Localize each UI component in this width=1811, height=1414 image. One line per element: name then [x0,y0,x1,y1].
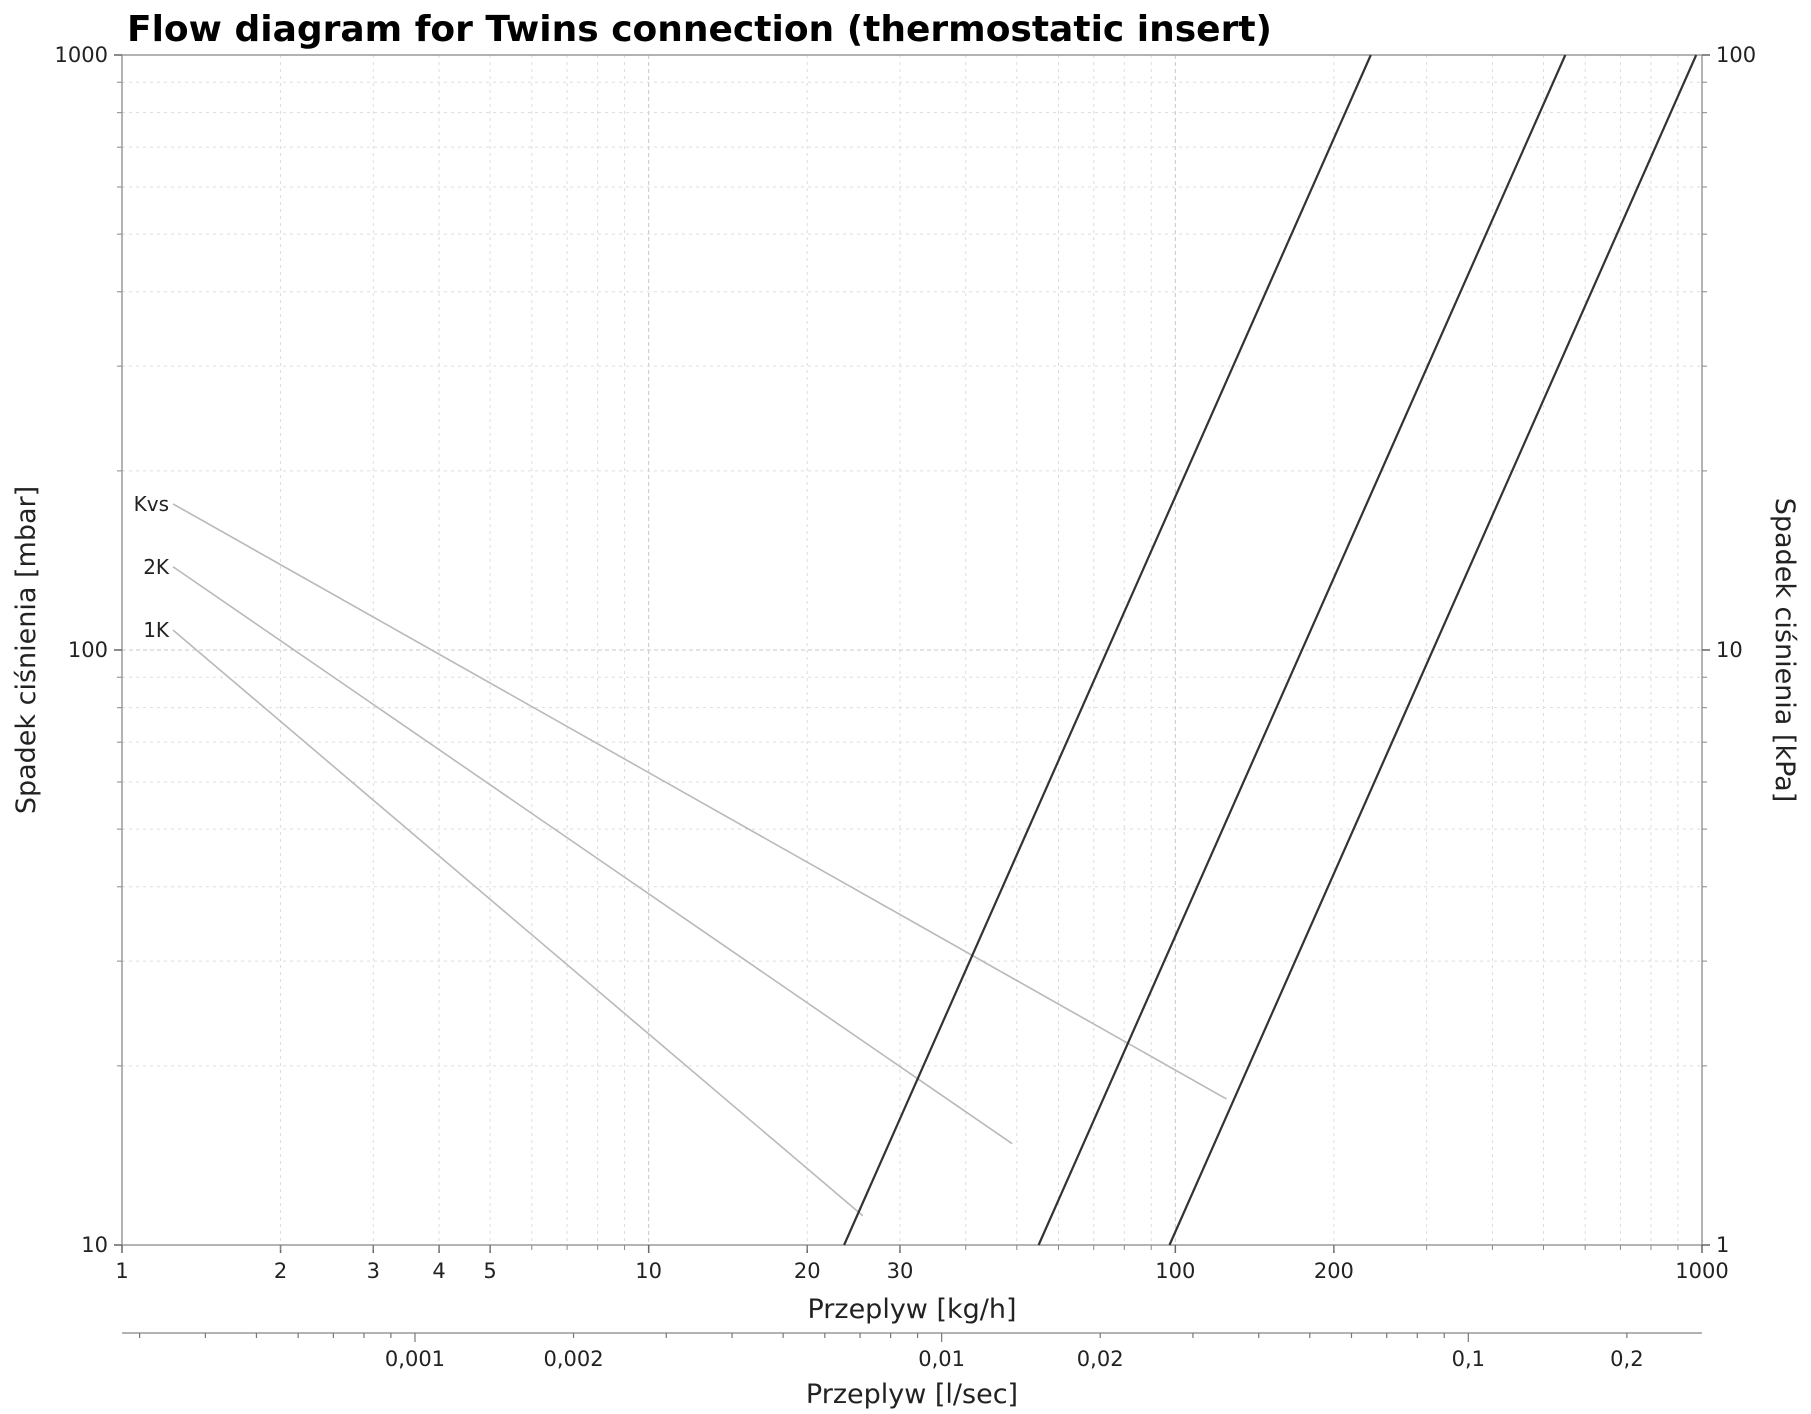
x-tick-label: 10 [635,1259,662,1283]
x-tick-label: 1 [115,1259,128,1283]
y2-tick-label: 10 [1716,638,1743,662]
annotation-label-2k: 2K [143,555,170,579]
series-lines [843,54,1698,1246]
annotation-label-1k: 1K [143,618,170,642]
x-tick-label: 3 [367,1259,380,1283]
guide-lines: Kvs 2K 1K [134,492,1227,1217]
y-tick-label: 100 [68,638,108,662]
x2-tick-label: 0,002 [543,1347,603,1371]
annotation-line-2k [172,566,1013,1145]
series-line-2k [1037,54,1567,1246]
x2-tick-label: 0,001 [385,1347,445,1371]
annotation-line-1k [172,629,864,1217]
series-line-1k [843,54,1372,1246]
annotation-line-kvs [172,503,1227,1100]
y-tick-label: 1000 [55,43,108,67]
x2-tick-label: 0,01 [918,1347,965,1371]
x2-axis-label: Przeplyw [l/sec] [806,1379,1018,1409]
x-tick-label: 1000 [1675,1259,1728,1283]
y2-tick-label: 1 [1716,1233,1729,1257]
x2-tick-label: 0,2 [1610,1347,1643,1371]
grid [122,55,1702,1245]
x-axis-label: Przeplyw [kg/h] [807,1294,1016,1325]
annotation-label-kvs: Kvs [134,492,169,516]
x2-tick-labels: 0,001 0,002 0,01 0,02 0,1 0,2 [139,1333,1644,1371]
x2-tick-label: 0,1 [1452,1347,1485,1371]
y-axis-label: Spadek ciśnienia [mbar] [11,486,42,814]
series-line-kvs [1168,54,1698,1246]
x-tick-label: 30 [887,1259,914,1283]
x-tick-label: 200 [1314,1259,1354,1283]
plot-frame [121,54,1703,1246]
x-tick-label: 100 [1155,1259,1195,1283]
x-tick-label: 4 [432,1259,445,1283]
x-tick-label: 20 [794,1259,821,1283]
y-tick-label: 10 [81,1233,108,1257]
y2-axis-label: Spadek ciśnienia [kPa] [1769,498,1800,803]
chart-title: Flow diagram for Twins connection (therm… [127,9,1272,50]
x-tick-label: 5 [483,1259,496,1283]
x-tick-label: 2 [274,1259,287,1283]
y2-tick-label: 100 [1716,43,1756,67]
x2-tick-label: 0,02 [1077,1347,1124,1371]
